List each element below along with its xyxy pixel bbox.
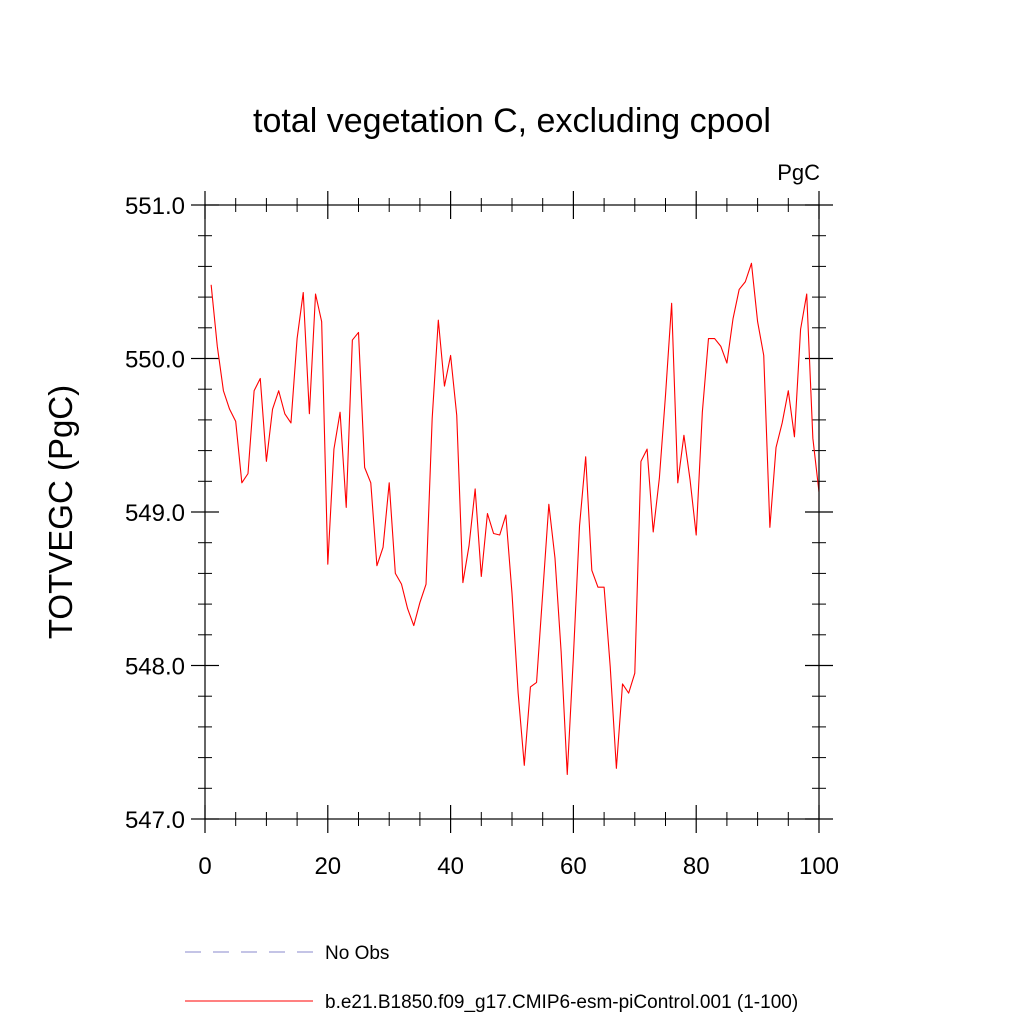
y-tick-label: 551.0 [125, 193, 185, 220]
x-tick-label: 100 [799, 853, 839, 880]
x-tick-label: 20 [314, 853, 341, 880]
legend-label-control-run: b.e21.B1850.f09_g17.CMIP6-esm-piControl.… [325, 992, 798, 1013]
legend-label-no-obs: No Obs [325, 943, 389, 964]
y-axis-label: TOTVEGC (PgC) [42, 385, 79, 639]
series-line-1 [210, 262, 820, 776]
tick-labels: 0 20 40 60 80 100 547.0 548.0 549.0 550.0 551.0 [125, 193, 839, 880]
x-tick-label: 0 [198, 853, 211, 880]
x-tick-label: 60 [560, 853, 587, 880]
chart-title: total vegetation C, excluding cpool [253, 102, 771, 140]
x-tick-label: 40 [437, 853, 464, 880]
series-lines [210, 262, 820, 776]
legend: No Obs b.e21.B1850.f09_g17.CMIP6-esm-piC… [185, 943, 798, 1013]
y-tick-label: 549.0 [125, 500, 185, 527]
axis-ticks [191, 191, 833, 833]
units-label: PgC [777, 160, 820, 185]
y-tick-label: 548.0 [125, 654, 185, 681]
y-tick-label: 550.0 [125, 347, 185, 374]
plot-frame [204, 204, 820, 820]
y-tick-label: 547.0 [125, 807, 185, 834]
x-tick-label: 80 [683, 853, 710, 880]
